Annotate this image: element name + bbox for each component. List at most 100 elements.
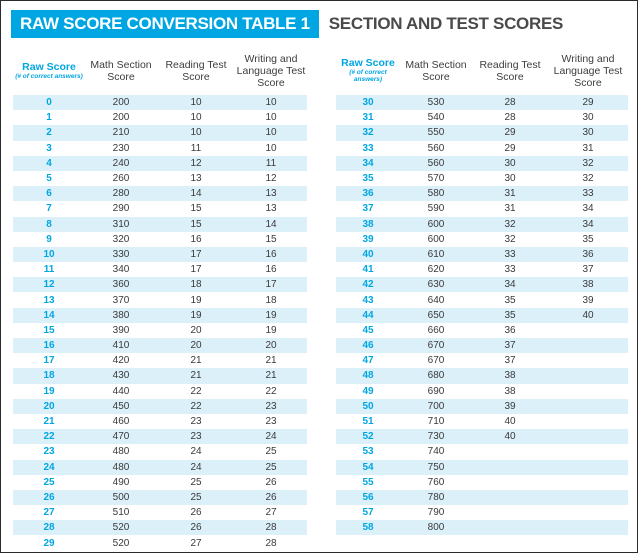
math-score-cell: 700	[427, 400, 445, 412]
raw-score-cell: 48	[362, 370, 374, 382]
table-row: 23 480 24 25	[13, 444, 307, 459]
raw-score-cell: 35	[362, 173, 374, 185]
raw-score-header-label: Raw Score	[22, 60, 76, 73]
table-row: 55 760	[336, 475, 628, 490]
table-row: 40 610 33 36	[336, 246, 628, 263]
table-row: 5 260 13 12	[13, 171, 307, 186]
raw-score-cell: 17	[43, 355, 55, 367]
math-score-cell: 520	[112, 537, 130, 549]
reading-score-cell: 28	[504, 97, 516, 109]
left-table: Raw Score (# of correct answers) Math Se…	[13, 46, 307, 551]
raw-score-cell: 20	[43, 400, 55, 412]
table-row: 17 420 21 21	[13, 353, 307, 368]
math-score-cell: 600	[427, 218, 445, 230]
math-score-cell: 610	[427, 248, 445, 260]
table-row: 3 230 11 10	[13, 141, 307, 156]
math-score-cell: 380	[112, 309, 130, 321]
math-score-cell: 740	[427, 446, 445, 458]
raw-score-cell: 10	[43, 248, 55, 260]
raw-score-cell: 34	[362, 157, 374, 169]
math-score-cell: 790	[427, 507, 445, 519]
math-score-cell: 290	[112, 203, 130, 215]
table-row: 34 560 30 32	[336, 155, 628, 171]
raw-score-cell: 56	[362, 491, 374, 503]
writing-score-cell: 19	[265, 324, 277, 336]
math-score-cell: 520	[112, 522, 130, 534]
math-score-cell: 450	[112, 400, 130, 412]
table-title: RAW SCORE CONVERSION TABLE 1	[11, 10, 319, 38]
writing-header: Writing and Language Test Score	[236, 52, 306, 89]
math-score-cell: 200	[112, 97, 130, 109]
writing-score-cell: 21	[265, 370, 277, 382]
table-row: 0 200 10 10	[13, 95, 307, 111]
raw-score-cell: 37	[362, 203, 374, 215]
raw-score-cell: 3	[46, 142, 52, 154]
table-row: 56 780	[336, 489, 628, 506]
raw-score-cell: 15	[43, 324, 55, 336]
raw-score-cell: 11	[43, 264, 55, 276]
writing-score-cell: 16	[265, 264, 277, 276]
reading-score-cell: 14	[190, 188, 202, 200]
math-score-cell: 480	[112, 446, 130, 458]
table-row: 39 600 32 35	[336, 232, 628, 247]
reading-score-cell: 30	[504, 157, 516, 169]
reading-score-cell: 26	[190, 522, 202, 534]
reading-score-cell: 29	[504, 127, 516, 139]
raw-score-cell: 28	[43, 522, 55, 534]
table-row: 32 550 29 30	[336, 125, 628, 141]
table-row: 50 700 39	[336, 398, 628, 414]
raw-score-cell: 58	[362, 522, 374, 534]
math-score-cell: 660	[427, 324, 445, 336]
table-row: 22 470 23 24	[13, 429, 307, 445]
writing-score-cell: 17	[265, 279, 277, 291]
writing-score-cell: 20	[265, 340, 277, 352]
table-row: 6 280 14 13	[13, 186, 307, 202]
reading-score-cell: 24	[190, 446, 202, 458]
raw-score-cell: 31	[362, 112, 374, 124]
writing-score-cell: 24	[265, 431, 277, 443]
reading-score-cell: 38	[504, 385, 516, 397]
math-score-cell: 360	[112, 279, 130, 291]
raw-score-cell: 26	[43, 491, 55, 503]
table-row: 41 620 33 37	[336, 262, 628, 277]
math-score-cell: 480	[112, 461, 130, 473]
reading-header: Reading Test Score	[165, 58, 227, 83]
writing-score-cell: 10	[265, 112, 277, 124]
table-row: 11 340 17 16	[13, 262, 307, 277]
math-score-cell: 310	[112, 218, 130, 230]
reading-score-cell: 25	[190, 491, 202, 503]
math-score-cell: 500	[112, 491, 130, 503]
raw-score-cell: 51	[362, 416, 374, 428]
math-score-cell: 470	[112, 431, 130, 443]
table-row: 2 210 10 10	[13, 125, 307, 141]
writing-score-cell: 32	[582, 157, 594, 169]
reading-score-cell: 12	[190, 157, 202, 169]
raw-score-cell: 50	[362, 400, 374, 412]
math-score-cell: 550	[427, 127, 445, 139]
raw-score-cell: 16	[43, 340, 55, 352]
writing-score-cell: 10	[265, 127, 277, 139]
table-row: 52 730 40	[336, 429, 628, 445]
math-score-cell: 390	[112, 324, 130, 336]
math-score-cell: 630	[427, 279, 445, 291]
raw-score-cell: 44	[362, 309, 374, 321]
reading-score-cell: 13	[190, 173, 202, 185]
writing-score-cell: 19	[265, 309, 277, 321]
left-table-body: 0 200 10 10 1 200 10 10 2 210 10 10 3 230 11 10 4 240 12 11…	[13, 95, 307, 551]
writing-score-cell: 28	[265, 537, 277, 549]
reading-score-cell: 23	[190, 431, 202, 443]
reading-score-cell: 24	[190, 461, 202, 473]
writing-header: Writing and Language Test Score	[553, 52, 623, 89]
raw-score-cell: 55	[362, 476, 374, 488]
math-score-cell: 340	[112, 264, 130, 276]
reading-header: Reading Test Score	[479, 58, 541, 83]
math-score-cell: 800	[427, 522, 445, 534]
reading-score-cell: 20	[190, 340, 202, 352]
table-row: 38 600 32 34	[336, 216, 628, 232]
header-row: Raw Score (# of correct answers) Math Se…	[336, 46, 628, 95]
table-row: 12 360 18 17	[13, 277, 307, 293]
math-score-cell: 440	[112, 385, 130, 397]
table-row: 16 410 20 20	[13, 338, 307, 354]
reading-score-cell: 10	[190, 97, 202, 109]
raw-score-header-note: (# of correct answers)	[15, 72, 83, 80]
